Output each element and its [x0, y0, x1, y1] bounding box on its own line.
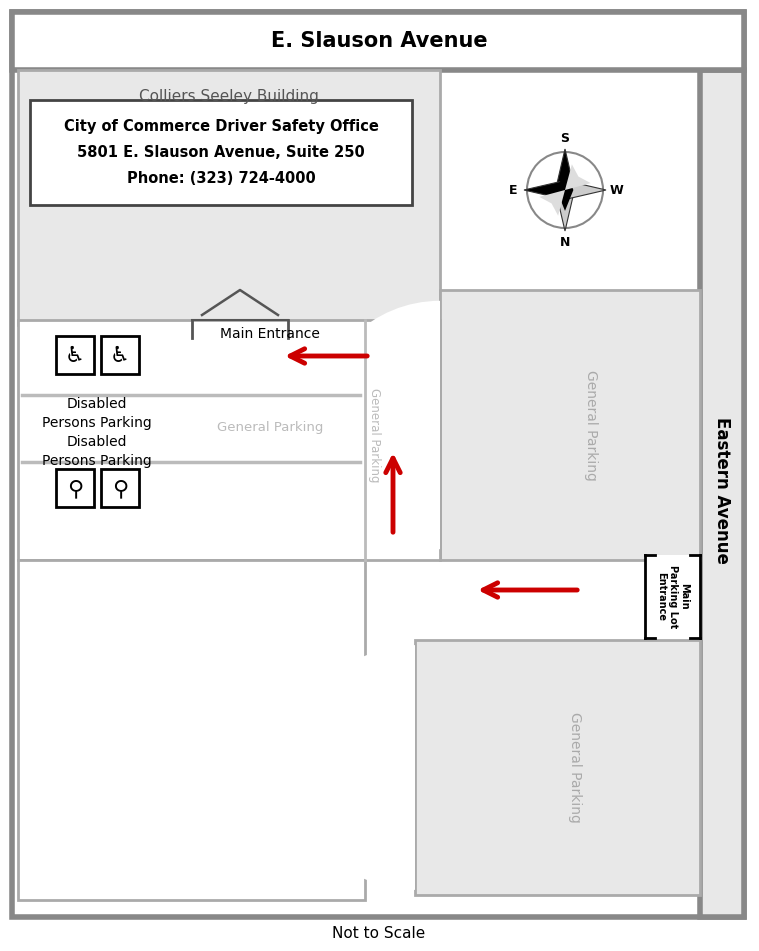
Text: W: W	[610, 184, 624, 197]
Text: City of Commerce Driver Safety Office
5801 E. Slauson Avenue, Suite 250
Phone: (: City of Commerce Driver Safety Office 58…	[64, 119, 379, 185]
Polygon shape	[556, 169, 573, 211]
Polygon shape	[556, 190, 575, 231]
Text: Colliers Seeley Building: Colliers Seeley Building	[139, 88, 319, 104]
Text: General Parking: General Parking	[584, 370, 598, 480]
Polygon shape	[565, 181, 606, 200]
Text: E: E	[509, 184, 517, 197]
Text: General Parking: General Parking	[368, 388, 381, 482]
Text: E. Slauson Avenue: E. Slauson Avenue	[271, 31, 487, 51]
Bar	[440, 290, 700, 560]
Text: General Parking: General Parking	[568, 712, 581, 823]
Text: ♿: ♿	[65, 346, 85, 366]
Text: Eastern Avenue: Eastern Avenue	[713, 417, 731, 563]
Bar	[101, 336, 139, 374]
Polygon shape	[565, 165, 591, 190]
Text: Disabled
Persons Parking: Disabled Persons Parking	[43, 397, 152, 431]
Bar	[101, 469, 139, 507]
Bar	[415, 640, 700, 895]
Text: General Parking: General Parking	[217, 421, 323, 435]
Wedge shape	[316, 301, 440, 549]
Text: ⚲: ⚲	[112, 479, 128, 499]
Text: Not to Scale: Not to Scale	[332, 926, 426, 941]
Bar	[700, 70, 744, 917]
Text: Main Entrance: Main Entrance	[220, 327, 320, 341]
Bar	[18, 320, 440, 560]
Circle shape	[527, 152, 603, 228]
Bar	[645, 555, 700, 638]
Polygon shape	[540, 190, 565, 216]
Bar	[12, 12, 744, 70]
Bar	[30, 100, 412, 205]
Polygon shape	[524, 181, 565, 200]
Text: Main
Parking Lot
Entrance: Main Parking Lot Entrance	[656, 565, 689, 628]
Wedge shape	[293, 645, 415, 890]
Polygon shape	[556, 149, 575, 190]
Text: Disabled
Persons Parking: Disabled Persons Parking	[43, 435, 152, 468]
Bar	[18, 560, 365, 900]
Text: ⚲: ⚲	[67, 479, 83, 499]
Text: S: S	[560, 131, 569, 145]
Bar	[56, 336, 94, 374]
Text: N: N	[560, 236, 570, 248]
Text: ♿: ♿	[110, 346, 130, 366]
Bar	[56, 469, 94, 507]
Bar	[18, 70, 440, 325]
